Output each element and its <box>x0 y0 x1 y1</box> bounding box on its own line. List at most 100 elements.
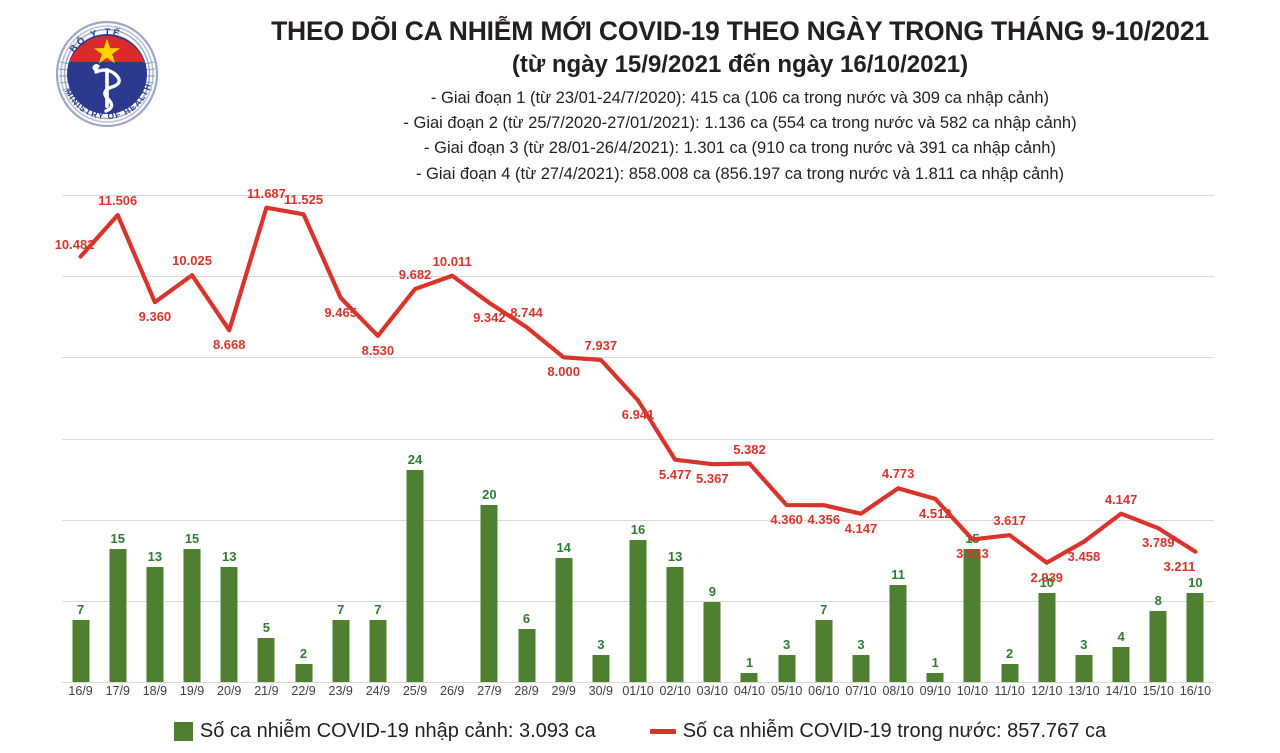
line-path <box>78 205 1198 565</box>
bar[interactable] <box>1112 646 1130 682</box>
bar[interactable] <box>703 602 721 682</box>
x-axis-tick: 16/9 <box>68 684 93 698</box>
line-value-label: 5.367 <box>696 471 729 487</box>
line-swatch-icon <box>649 729 676 734</box>
bar-slot: 8 <box>1140 195 1177 682</box>
x-axis-tick: 07/10 <box>845 684 877 698</box>
bar[interactable] <box>518 628 535 682</box>
line-value-label: 3.789 <box>1141 535 1175 551</box>
legend-label-trong-nuoc: Số ca nhiễm COVID-19 trong nước: 857.767… <box>682 720 1107 742</box>
bar[interactable] <box>406 469 424 682</box>
bar[interactable] <box>666 566 684 682</box>
bar-value-label: 10 <box>1188 575 1203 591</box>
x-axis-line <box>62 682 1214 683</box>
bar[interactable] <box>72 620 90 682</box>
bar-slot: 14 <box>545 195 582 682</box>
bar[interactable] <box>629 540 647 682</box>
line-value-label: 8.530 <box>361 342 395 358</box>
bar-value-label: 13 <box>667 548 683 564</box>
bar[interactable] <box>963 549 981 682</box>
bar-value-label: 5 <box>262 619 270 635</box>
bar[interactable] <box>1001 664 1019 682</box>
x-axis: 16/9 17/9 18/9 19/9 20/9 21/9 22/9 23/9 24/9 25/9… <box>62 684 1214 708</box>
x-axis-tick: 03/10 <box>696 684 728 698</box>
bar-value-label: 3 <box>1080 637 1088 653</box>
phase-line-4: - Giai đoạn 4 (từ 27/4/2021): 858.008 ca… <box>415 164 1065 183</box>
bar-value-label: 9 <box>708 584 716 600</box>
bar[interactable] <box>852 655 870 682</box>
bar-value-label: 3 <box>783 637 791 653</box>
bar-slot: 11 <box>880 195 917 682</box>
bar[interactable] <box>220 566 238 682</box>
x-axis-tick: 17/9 <box>105 684 130 698</box>
x-axis-tick: 05/10 <box>771 684 803 698</box>
bar-value-label: 10 <box>1039 575 1054 591</box>
bar-value-label: 15 <box>184 531 200 547</box>
x-axis-tick: 21/9 <box>254 684 279 698</box>
chart-area: -2.0004.0006.0008.00010.00012.000 -10203… <box>0 186 1280 695</box>
line-value-label: 10.011 <box>432 253 472 269</box>
bar-slot: 13 <box>657 195 694 682</box>
x-axis-tick: 15/10 <box>1142 684 1174 698</box>
x-axis-tick: 18/9 <box>142 684 168 698</box>
line-series <box>78 205 1198 565</box>
x-axis-tick: 28/9 <box>514 684 539 698</box>
bar-slot: 16 <box>619 195 656 682</box>
x-axis-tick: 11/10 <box>994 684 1025 698</box>
bar[interactable] <box>592 655 610 682</box>
line-value-label: 5.382 <box>733 441 766 457</box>
line-value-label: 9.682 <box>398 267 432 283</box>
line-value-label: 11.687 <box>246 185 286 201</box>
x-axis-tick: 09/10 <box>919 684 951 698</box>
bar-series: 7 15 13 15 13 5 2 7 7 24 20 6 14 3 16 13 9 1 3 7 3 11 1 15 2 10 3 4… <box>62 195 1214 682</box>
x-axis-tick: 22/9 <box>291 684 316 698</box>
line-value-label: 11.506 <box>98 193 138 209</box>
x-axis-tick: 04/10 <box>733 684 766 698</box>
bar-slot: 7 <box>322 195 359 682</box>
bar[interactable] <box>926 673 944 682</box>
bar[interactable] <box>146 566 164 682</box>
bar[interactable] <box>109 549 127 682</box>
line-value-label: 4.773 <box>881 466 915 482</box>
bar-value-label: 14 <box>556 540 571 556</box>
line-value-label: 6.941 <box>621 407 655 423</box>
bar[interactable] <box>778 655 796 682</box>
bar-value-label: 1 <box>931 655 939 671</box>
line-value-label: 2.939 <box>1030 569 1064 585</box>
gridline <box>62 357 1214 359</box>
line-value-label: 3.617 <box>993 513 1026 529</box>
bar[interactable] <box>257 637 275 682</box>
legend-item-trong-nuoc[interactable]: Số ca nhiễm COVID-19 trong nước: 857.767… <box>649 720 1107 743</box>
bar[interactable] <box>555 558 573 682</box>
bar[interactable] <box>815 620 833 682</box>
legend-item-nhap-canh[interactable]: Số ca nhiễm COVID-19 nhập cảnh: 3.093 ca <box>173 720 596 743</box>
bar[interactable] <box>740 673 758 682</box>
x-axis-tick: 06/10 <box>808 684 840 698</box>
bar[interactable] <box>295 664 313 682</box>
x-axis-tick: 25/9 <box>402 684 428 698</box>
x-axis-tick: 12/10 <box>1031 684 1063 698</box>
x-axis-tick: 30/9 <box>588 684 613 698</box>
bar-swatch-icon <box>173 722 193 741</box>
bar-slot: 7 <box>805 195 842 682</box>
bar[interactable] <box>369 620 387 682</box>
bar[interactable] <box>183 549 201 682</box>
bar[interactable] <box>889 584 907 682</box>
bar-slot: 2 <box>285 195 322 682</box>
line-value-label: 9.342 <box>473 309 506 325</box>
bar[interactable] <box>1075 655 1093 682</box>
ministry-of-health-logo: BỘ Y TẾ MINISTRY OF HEALTH <box>48 12 166 138</box>
bar-slot: 24 <box>396 195 433 682</box>
line-value-label: 4.360 <box>770 512 803 528</box>
bar[interactable] <box>1038 593 1056 682</box>
bar[interactable] <box>1186 593 1204 682</box>
bar[interactable] <box>1149 611 1167 682</box>
bar[interactable] <box>480 504 498 682</box>
line-value-label: 7.937 <box>584 337 618 353</box>
bar[interactable] <box>332 620 350 682</box>
page-title: THEO DÕI CA NHIỄM MỚI COVID-19 THEO NGÀY… <box>271 16 1209 46</box>
bar-value-label: 11 <box>891 566 905 582</box>
bar-value-label: 7 <box>820 602 828 618</box>
x-axis-tick: 20/9 <box>217 684 242 698</box>
bar-value-label: 4 <box>1117 628 1125 644</box>
